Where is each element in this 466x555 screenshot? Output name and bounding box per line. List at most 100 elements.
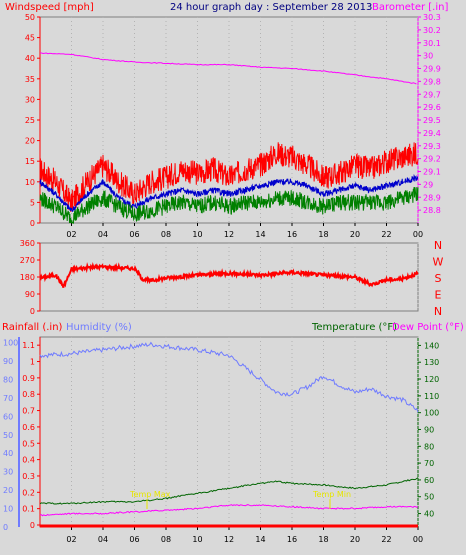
rainfall-y-tick-label: 0.4 <box>22 456 35 465</box>
climate-x-ticks: 02 04 06 08 10 12 14 16 18 20 22 00 <box>66 527 423 544</box>
humidity-y-tick-label: 50 <box>3 431 13 440</box>
climate-series-humidity <box>39 341 419 413</box>
wind-y-tick-label: 5 <box>30 198 35 207</box>
humidity-y-ticks: 0 10 20 30 40 50 60 70 80 90 100 <box>3 339 18 532</box>
wind-x-tick-label: 12 <box>224 230 234 239</box>
wind-x-ticks: 02 04 06 08 10 12 14 16 18 20 22 00 <box>66 223 423 239</box>
wind-x-tick-label: 08 <box>161 230 171 239</box>
direction-y-tick-label: 180 <box>20 273 35 282</box>
barometer-y-tick-label: 30.2 <box>423 26 441 35</box>
direction-gridlines <box>71 243 419 311</box>
temperature-label: Temperature (°F) <box>311 322 397 333</box>
wind-x-tick-label: 22 <box>381 230 391 239</box>
humidity-y-tick-label: 0 <box>3 523 8 532</box>
barometer-y-tick-label: 29.7 <box>423 90 441 99</box>
temperature-y-tick-label: 70 <box>424 459 434 468</box>
humidity-y-tick-label: 40 <box>3 449 13 458</box>
climate-x-tick-label: 18 <box>318 535 328 544</box>
rainfall-label: Rainfall (.in) <box>2 322 63 333</box>
barometer-y-tick-label: 29.1 <box>423 168 441 177</box>
climate-x-tick-label: 02 <box>66 535 76 544</box>
wind-y-tick-label: 20 <box>25 137 35 146</box>
temperature-y-tick-label: 100 <box>424 409 439 418</box>
barometer-label: Barometer [.in] <box>372 2 448 13</box>
humidity-y-tick-label: 20 <box>3 486 13 495</box>
temp-min-annotation: Temp Min <box>312 490 351 499</box>
wind-x-tick-label: 14 <box>255 230 265 239</box>
barometer-y-tick-label: 29.9 <box>423 65 441 74</box>
direction-series <box>39 261 419 288</box>
wind-x-tick-label: 20 <box>350 230 360 239</box>
direction-y-tick-label: 270 <box>20 256 35 265</box>
wind-series-average <box>39 173 419 212</box>
climate-x-tick-label: 14 <box>255 535 265 544</box>
wind-series-barometer <box>40 52 417 85</box>
rainfall-y-ticks: 0 0.1 0.2 0.3 0.4 0.5 0.6 0.7 0.8 0.9 1 1.1 <box>22 341 40 530</box>
humidity-y-tick-label: 70 <box>3 394 13 403</box>
wind-y-tick-label: 0 <box>30 219 35 228</box>
wind-y-tick-label: 30 <box>25 95 35 104</box>
rainfall-y-tick-label: 0.6 <box>22 423 35 432</box>
direction-y-tick-label: 90 <box>25 290 35 299</box>
barometer-y-tick-label: 28.8 <box>423 206 441 215</box>
rainfall-y-tick-label: 0.5 <box>22 439 35 448</box>
rainfall-y-tick-label: 1 <box>30 358 35 367</box>
rainfall-y-tick-label: 0.2 <box>22 488 35 497</box>
climate-series-temperature <box>39 477 419 505</box>
humidity-y-tick-label: 100 <box>3 339 18 348</box>
humidity-y-tick-label: 60 <box>3 412 13 421</box>
wind-y-tick-label: 35 <box>25 75 35 84</box>
barometer-y-ticks: 28.8 28.9 29 29.1 29.2 29.3 29.4 29.5 29.6 29.7 29… <box>418 13 441 215</box>
compass-label: W <box>433 256 444 269</box>
temperature-y-tick-label: 90 <box>424 425 434 434</box>
direction-plot-area <box>39 242 419 312</box>
wind-y-tick-label: 15 <box>25 157 35 166</box>
barometer-y-tick-label: 30.3 <box>423 13 441 22</box>
compass-label: S <box>435 272 442 285</box>
wind-y-tick-label: 40 <box>25 54 35 63</box>
direction-series-line <box>39 261 419 288</box>
direction-y-ticks: 360 270 180 90 0 <box>20 239 40 316</box>
climate-x-tick-label: 12 <box>224 535 234 544</box>
barometer-y-tick-label: 29.3 <box>423 142 441 151</box>
barometer-y-tick-label: 29.8 <box>423 77 441 86</box>
temp-max-annotation: Temp Max <box>129 490 171 499</box>
wind-series <box>39 52 419 225</box>
humidity-y-tick-label: 80 <box>3 375 13 384</box>
temperature-y-tick-label: 120 <box>424 375 439 384</box>
humidity-y-tick-label: 10 <box>3 505 13 514</box>
barometer-y-tick-label: 29 <box>423 180 433 189</box>
rainfall-y-tick-label: 0.8 <box>22 390 35 399</box>
wind-y-tick-label: 25 <box>25 116 35 125</box>
climate-x-tick-label: 00 <box>413 535 423 544</box>
climate-x-tick-label: 04 <box>98 535 108 544</box>
humidity-y-tick-label: 90 <box>3 357 13 366</box>
temperature-y-tick-label: 140 <box>424 341 439 350</box>
temperature-y-ticks: 40 50 60 70 80 90 100 110 120 130 140 <box>418 341 439 519</box>
direction-y-tick-label: 360 <box>20 239 35 248</box>
barometer-y-tick-label: 29.4 <box>423 129 441 138</box>
climate-x-tick-label: 08 <box>161 535 171 544</box>
temperature-y-tick-label: 130 <box>424 358 439 367</box>
wind-y-tick-label: 10 <box>25 178 35 187</box>
wind-y-tick-label: 50 <box>25 13 35 22</box>
temperature-y-tick-label: 60 <box>424 476 434 485</box>
climate-series-dewpoint <box>39 504 419 517</box>
wind-series-low <box>39 186 419 225</box>
compass-label: N <box>434 239 442 252</box>
wind-series-gust <box>39 142 419 212</box>
temperature-y-tick-label: 80 <box>424 442 434 451</box>
barometer-y-tick-label: 30 <box>423 52 433 61</box>
compass-label: E <box>435 289 442 302</box>
climate-x-tick-label: 06 <box>129 535 139 544</box>
barometer-y-tick-label: 28.9 <box>423 193 441 202</box>
humidity-y-tick-label: 30 <box>3 468 13 477</box>
wind-x-tick-label: 18 <box>318 230 328 239</box>
rainfall-y-tick-label: 0.9 <box>22 374 35 383</box>
barometer-y-tick-label: 29.6 <box>423 103 441 112</box>
barometer-y-tick-label: 29.5 <box>423 116 441 125</box>
temperature-y-tick-label: 40 <box>424 510 434 519</box>
temperature-y-tick-label: 50 <box>424 493 434 502</box>
